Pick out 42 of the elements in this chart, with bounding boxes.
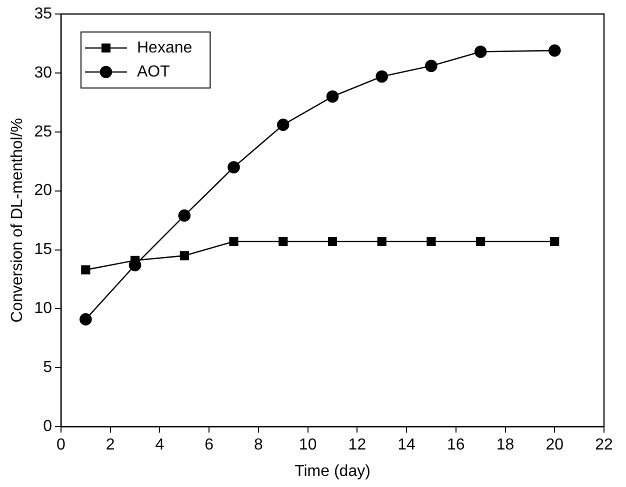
legend-label: Hexane — [136, 39, 192, 56]
point — [377, 236, 386, 246]
point — [548, 44, 561, 57]
y-axis-title: Conversion of DL-menthol/% — [9, 118, 26, 323]
x-tick-label: 18 — [496, 436, 514, 454]
point — [425, 60, 438, 72]
point — [550, 236, 560, 246]
point — [376, 70, 388, 83]
point — [474, 46, 487, 58]
point — [328, 236, 338, 246]
point — [476, 236, 486, 246]
point — [326, 90, 339, 103]
legend-label: AOT — [136, 63, 170, 80]
x-tick-label: 2 — [106, 436, 115, 454]
y-tick-label: 10 — [34, 300, 52, 318]
x-tick-label: 0 — [56, 436, 66, 454]
y-tick-label: 0 — [43, 418, 52, 436]
y-tick-label: 35 — [34, 5, 52, 22]
y-tick-label: 15 — [34, 241, 52, 258]
x-tick-label: 20 — [546, 436, 564, 454]
point — [80, 313, 92, 326]
x-tick-label: 22 — [595, 436, 613, 454]
point — [228, 161, 240, 174]
y-tick-label: 5 — [43, 359, 52, 376]
point — [81, 265, 90, 274]
point — [276, 118, 290, 131]
x-tick-label: 14 — [398, 436, 416, 454]
x-axis-title: Time (day) — [294, 462, 370, 480]
point — [278, 236, 288, 246]
y-tick-label: 20 — [34, 182, 52, 200]
x-tick-label: 6 — [204, 436, 214, 454]
x-tick-label: 4 — [155, 436, 164, 454]
y-tick-label: 30 — [34, 64, 52, 82]
x-tick-label: 10 — [298, 436, 317, 454]
point — [426, 236, 436, 246]
point — [180, 251, 189, 260]
point — [229, 236, 238, 246]
x-tick-label: 12 — [348, 436, 366, 454]
x-tick-label: 16 — [447, 436, 465, 454]
point — [178, 209, 191, 222]
x-tick-label: 8 — [254, 436, 263, 454]
y-tick-label: 25 — [34, 123, 52, 140]
